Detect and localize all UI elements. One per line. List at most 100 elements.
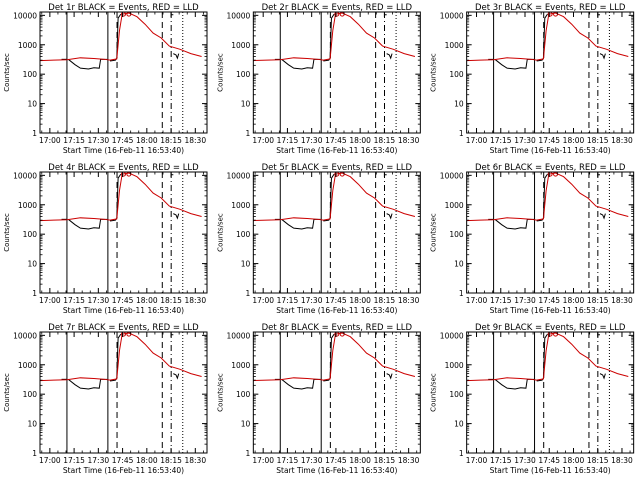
y-tick-label: 1000	[445, 41, 464, 50]
x-tick-label: 18:30	[398, 296, 420, 305]
y-axis-label: Counts/sec	[430, 213, 438, 252]
x-tick-label: 18:15	[374, 456, 396, 465]
panel-title: Det 8r BLACK = Events, RED = LLD	[262, 323, 413, 333]
lld-series-line	[466, 332, 629, 382]
x-tick-label: 17:30	[301, 136, 323, 145]
y-tick-label: 100	[236, 230, 251, 239]
y-tick-label: 10	[241, 260, 251, 269]
x-tick-label: 17:15	[63, 456, 85, 465]
y-tick-label: 1000	[18, 361, 37, 370]
y-tick-label: 10	[27, 420, 37, 429]
y-tick-label: 1	[32, 449, 37, 458]
events-series-line	[281, 58, 321, 70]
x-tick-label: 18:30	[398, 136, 420, 145]
x-tick-label: 18:30	[184, 296, 206, 305]
y-axis-label: Counts/sec	[216, 213, 224, 252]
x-tick-label: 18:00	[349, 296, 371, 305]
events-series-line	[67, 218, 108, 230]
y-tick-label: 10	[454, 420, 464, 429]
y-axis-label: Counts/sec	[3, 373, 11, 412]
y-tick-label: 10	[454, 260, 464, 269]
detector-panel: Det 8r BLACK = Events, RED = LLD 1 10 100 10…	[216, 323, 421, 475]
detector-panel: Det 3r BLACK = Events, RED = LLD 1 10 100 10…	[430, 3, 635, 155]
events-series-line	[599, 373, 606, 380]
events-series-line	[281, 218, 321, 230]
detector-panel: Det 5r BLACK = Events, RED = LLD 1 10 100 10…	[216, 163, 421, 315]
detector-panel: Det 1r BLACK = Events, RED = LLD 1 10 100 10…	[3, 3, 208, 155]
x-tick-label: 17:45	[112, 136, 134, 145]
plot-frame	[252, 331, 421, 454]
y-axis-label: Counts/sec	[216, 373, 224, 412]
y-tick-label: 1	[246, 289, 251, 298]
x-tick-label: 17:30	[301, 296, 323, 305]
x-tick-label: 17:45	[325, 296, 347, 305]
y-axis-label: Counts/sec	[430, 373, 438, 412]
y-tick-label: 1000	[231, 201, 250, 210]
events-series-line	[494, 378, 534, 390]
x-tick-label: 18:15	[374, 296, 396, 305]
y-axis-label: Counts/sec	[3, 213, 11, 252]
y-tick-label: 10000	[13, 331, 37, 340]
y-tick-label: 1	[32, 289, 37, 298]
x-tick-label: 18:00	[563, 456, 585, 465]
events-series-line	[386, 53, 393, 60]
x-tick-label: 18:15	[160, 136, 182, 145]
events-series-line	[173, 53, 180, 60]
x-tick-label: 18:15	[160, 296, 182, 305]
x-tick-label: 18:15	[374, 136, 396, 145]
x-tick-label: 17:00	[466, 136, 488, 145]
x-tick-label: 17:15	[490, 296, 512, 305]
y-tick-label: 1000	[18, 201, 37, 210]
x-tick-label: 18:15	[587, 296, 609, 305]
x-tick-label: 18:00	[349, 456, 371, 465]
y-tick-label: 10000	[226, 171, 250, 180]
panel-title: Det 4r BLACK = Events, RED = LLD	[48, 163, 199, 173]
x-tick-label: 18:00	[136, 296, 158, 305]
plot-frame	[39, 11, 208, 134]
plot-frame	[466, 331, 635, 454]
events-series-line	[173, 373, 180, 380]
x-tick-label: 17:45	[538, 296, 560, 305]
x-tick-label: 17:00	[252, 456, 274, 465]
y-tick-label: 10000	[440, 171, 464, 180]
y-tick-label: 10000	[226, 331, 250, 340]
events-series-line	[599, 53, 606, 60]
y-tick-label: 10	[27, 260, 37, 269]
y-tick-label: 100	[23, 230, 38, 239]
x-axis-label: Start Time (16-Feb-11 16:53:40)	[276, 306, 397, 315]
x-tick-label: 17:15	[277, 136, 299, 145]
y-tick-label: 1	[246, 449, 251, 458]
x-tick-label: 17:15	[490, 136, 512, 145]
x-tick-label: 18:15	[587, 136, 609, 145]
x-tick-label: 17:30	[88, 296, 110, 305]
x-tick-label: 17:00	[252, 136, 274, 145]
events-series-line	[386, 213, 393, 220]
y-tick-label: 10000	[440, 11, 464, 20]
x-tick-label: 18:15	[587, 456, 609, 465]
x-tick-label: 18:30	[184, 456, 206, 465]
y-tick-label: 1	[246, 129, 251, 138]
y-tick-label: 1	[459, 449, 464, 458]
y-tick-label: 1	[459, 129, 464, 138]
x-tick-label: 17:30	[514, 456, 536, 465]
y-tick-label: 10	[241, 420, 251, 429]
y-tick-label: 10000	[13, 171, 37, 180]
y-tick-label: 1	[32, 129, 37, 138]
y-tick-label: 1000	[445, 201, 464, 210]
y-tick-label: 100	[23, 70, 38, 79]
lld-series-line	[40, 172, 202, 222]
x-tick-label: 17:00	[466, 456, 488, 465]
x-tick-label: 17:15	[490, 456, 512, 465]
lld-series-line	[466, 172, 629, 222]
x-tick-label: 18:00	[563, 296, 585, 305]
panel-title: Det 7r BLACK = Events, RED = LLD	[48, 323, 199, 333]
x-axis-label: Start Time (16-Feb-11 16:53:40)	[63, 306, 184, 315]
x-tick-label: 17:30	[514, 296, 536, 305]
x-axis-label: Start Time (16-Feb-11 16:53:40)	[63, 466, 184, 475]
events-series-line	[281, 378, 321, 390]
plot-frame	[39, 331, 208, 454]
x-axis-label: Start Time (16-Feb-11 16:53:40)	[276, 466, 397, 475]
x-tick-label: 17:30	[88, 456, 110, 465]
lld-series-line	[40, 332, 202, 382]
